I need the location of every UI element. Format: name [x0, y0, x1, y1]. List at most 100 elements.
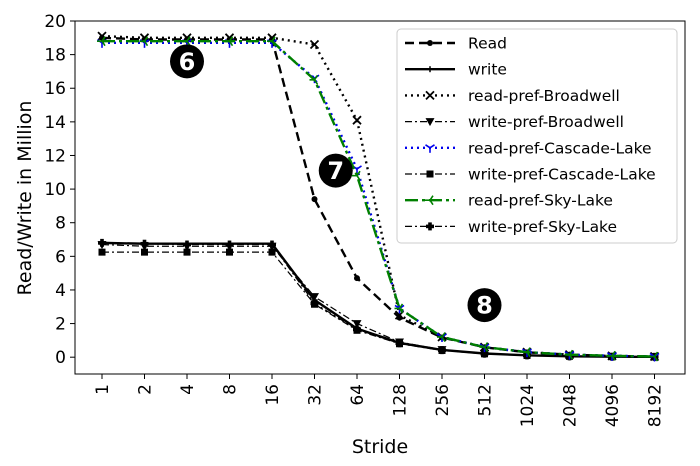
legend-item: read-pref-Broadwell — [405, 87, 620, 105]
marker-bar — [270, 240, 274, 249]
y-tick-label: 16 — [44, 79, 66, 99]
marker-plus-filled — [98, 238, 106, 247]
series-layer — [97, 31, 660, 362]
series-line — [101, 242, 655, 358]
x-tick-label: 2048 — [561, 384, 581, 427]
series-write-pref-sky-lake — [98, 238, 659, 361]
marker-stroke — [271, 36, 276, 42]
legend-label: read-pref-Cascade-Lake — [468, 139, 652, 157]
callout-circle — [318, 153, 353, 188]
callout-6: 6 — [170, 44, 204, 79]
marker-stroke — [186, 36, 191, 42]
series-line — [102, 39, 655, 358]
callout-circle — [467, 288, 502, 323]
series-read-pref-sky-lake — [97, 36, 659, 362]
marker-plus-filled — [395, 339, 404, 348]
y-tick-label: 14 — [44, 113, 66, 133]
marker-plus-filled — [438, 346, 446, 355]
series-line — [101, 243, 655, 358]
marker-tri-left — [649, 351, 659, 362]
marker-plus-filled — [426, 222, 434, 231]
marker-x — [352, 115, 362, 125]
legend-label: write — [468, 61, 507, 79]
marker-tri-left — [224, 36, 234, 47]
marker-stroke — [568, 349, 574, 356]
series-line — [101, 241, 655, 359]
marker-tri-left — [607, 350, 616, 361]
marker-stroke — [97, 31, 107, 41]
marker-dot — [427, 40, 433, 46]
marker-plus-filled — [225, 240, 234, 249]
marker-stroke — [356, 170, 361, 177]
x-tick-label: 4096 — [603, 384, 623, 427]
legend-label: Read — [468, 35, 507, 53]
y-tick-label: 20 — [44, 12, 66, 32]
marker-stroke — [313, 79, 319, 85]
marker-plus-filled — [353, 325, 361, 334]
marker-tri-left — [352, 170, 361, 181]
y-tick-label: 10 — [44, 180, 66, 200]
y-tick-label: 8 — [55, 214, 66, 234]
marker-dot — [354, 275, 360, 282]
legend-box — [396, 28, 678, 244]
x-tick-label: 16 — [263, 384, 283, 406]
y-tick-label: 2 — [55, 315, 66, 335]
marker-bar — [142, 239, 147, 248]
marker-x — [97, 31, 107, 41]
marker-stroke — [483, 342, 489, 348]
x-tick-label: 8192 — [646, 384, 666, 427]
marker-plus-filled — [140, 239, 149, 248]
x-tick-label: 128 — [391, 384, 411, 416]
legend-item: write-pref-Broadwell — [405, 113, 624, 131]
x-tick-label: 512 — [476, 384, 496, 416]
series-write-pref-broadwell — [97, 241, 659, 362]
marker-triangle-down — [425, 118, 435, 127]
marker-stroke — [313, 74, 319, 81]
marker-stroke — [429, 144, 435, 149]
marker-stroke — [483, 346, 489, 353]
marker-x — [425, 90, 435, 101]
marker-stroke — [228, 36, 234, 42]
marker-stroke — [611, 355, 616, 361]
y-tick-label: 4 — [55, 281, 66, 301]
x-tick-label: 8 — [221, 384, 241, 395]
marker-plus — [427, 66, 433, 73]
marker-tri-left — [139, 36, 149, 47]
marker-tri-left — [522, 347, 531, 358]
series-line — [102, 251, 655, 358]
callout-8: 8 — [467, 288, 502, 323]
marker-tri-left — [97, 36, 106, 47]
marker-stroke — [425, 144, 431, 149]
y-tick-label: 12 — [44, 146, 66, 166]
marker-bar — [397, 339, 402, 348]
marker-stroke — [228, 40, 234, 47]
marker-stroke — [398, 303, 404, 309]
x-tick-label: 2 — [136, 384, 156, 395]
marker-x — [309, 39, 320, 50]
marker-triangle-down — [310, 293, 319, 302]
marker-tri-left — [564, 349, 574, 360]
marker-dot — [311, 196, 318, 203]
x-tick-label: 1 — [93, 384, 113, 395]
x-tick-label: 1024 — [518, 384, 538, 427]
x-tick-label: 32 — [306, 384, 326, 406]
callout-label: 6 — [179, 48, 196, 76]
legend-label: write-pref-Broadwell — [468, 113, 624, 131]
marker-stroke — [611, 350, 616, 357]
legend-label: write-pref-Sky-Lake — [468, 218, 617, 236]
legend-item: read-pref-Sky-Lake — [405, 192, 613, 210]
marker-bar — [312, 299, 317, 308]
x-tick-label: 256 — [433, 384, 453, 416]
marker-stroke — [653, 356, 659, 362]
marker-plus-filled — [310, 299, 319, 308]
legend-label: read-pref-Sky-Lake — [468, 192, 613, 210]
marker-stroke — [568, 354, 574, 360]
marker-plus-filled — [183, 240, 191, 249]
x-axis-title: Stride — [352, 436, 408, 458]
marker-stroke — [526, 347, 531, 353]
y-tick-label: 18 — [44, 46, 66, 66]
marker-stroke — [653, 351, 659, 357]
marker-triangle-down — [352, 320, 362, 329]
marker-square — [226, 248, 233, 256]
y-axis: 0 2 4 6 8 10 12 14 16 18 20 — [44, 12, 75, 368]
